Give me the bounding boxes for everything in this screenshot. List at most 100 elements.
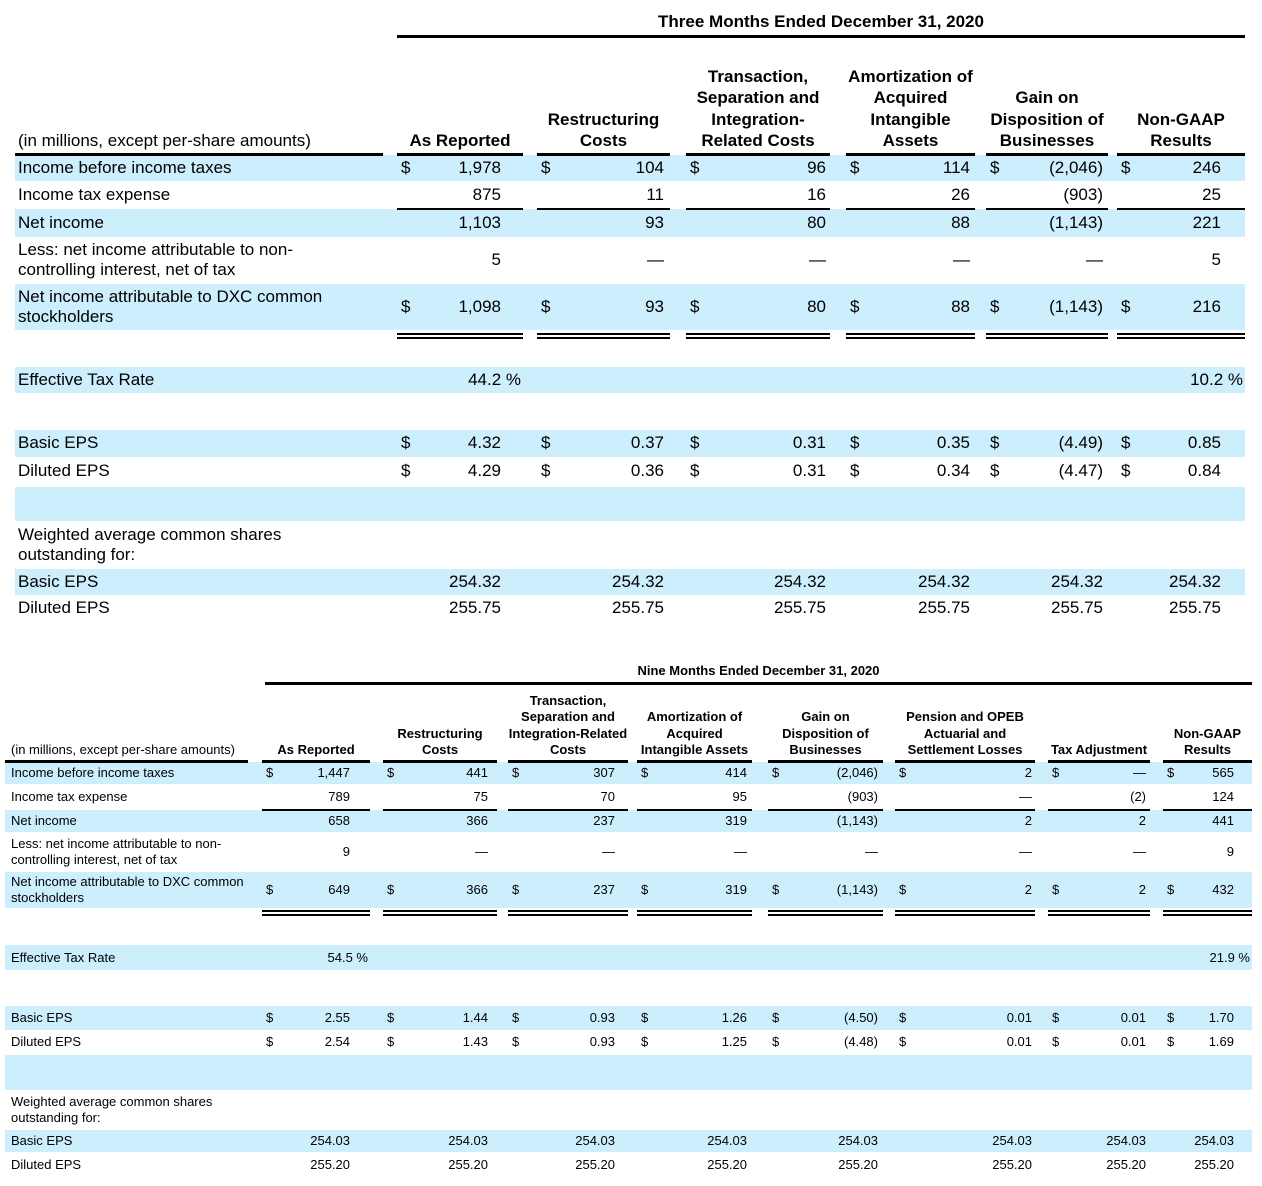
cell-value: 88	[951, 296, 970, 316]
cell-value: 4.32	[467, 433, 501, 453]
row-label: Basic EPS	[11, 1133, 73, 1149]
currency-sign: $	[266, 765, 274, 781]
cell-value: 254.32	[449, 571, 501, 591]
header-rule	[686, 153, 830, 156]
cell-value: 237	[593, 813, 615, 829]
title-rule	[397, 35, 1245, 38]
cell-value: 255.20	[310, 1157, 350, 1173]
header-rule	[383, 760, 497, 763]
currency-sign: $	[401, 157, 411, 177]
cell-value: 2.54	[324, 1034, 350, 1050]
currency-sign: $	[850, 460, 860, 480]
row-shade	[15, 367, 1245, 393]
cell-value: 54.5 %	[327, 949, 368, 965]
double-rule	[1048, 914, 1150, 916]
double-rule	[846, 337, 975, 339]
cell-value: —	[734, 844, 747, 860]
row-shade	[5, 1130, 1252, 1152]
cell-value: 789	[328, 788, 350, 804]
total-rule	[895, 809, 1035, 811]
double-rule	[768, 914, 883, 916]
currency-sign: $	[641, 1010, 649, 1026]
cell-value: 26	[951, 184, 970, 204]
cell-value: 2	[1138, 813, 1146, 829]
row-label: Income before income taxes	[18, 157, 232, 177]
currency-sign: $	[387, 1034, 395, 1050]
cell-value: 255.75	[774, 598, 826, 618]
currency-sign: $	[541, 296, 551, 316]
row-shade	[5, 872, 1252, 908]
row-label: Income tax expense	[11, 788, 128, 804]
cell-value: (2,046)	[1049, 157, 1103, 177]
cell-value: 1,447	[317, 765, 350, 781]
cell-value: 255.75	[612, 598, 664, 618]
double-rule	[895, 914, 1035, 916]
cell-value: 1.44	[462, 1010, 488, 1026]
column-header: Non-GAAP Results	[1137, 109, 1225, 150]
cell-value: 16	[807, 184, 826, 204]
blank-band	[5, 1055, 1252, 1090]
cell-value: —	[1019, 788, 1032, 804]
currency-sign: $	[387, 765, 395, 781]
double-rule	[1117, 333, 1245, 335]
double-rule	[508, 910, 628, 912]
currency-sign: $	[1167, 1034, 1175, 1050]
cell-value: (4.48)	[844, 1034, 878, 1050]
cell-value: 10.2 %	[1190, 369, 1243, 389]
double-rule	[397, 337, 523, 339]
cell-value: 0.37	[630, 433, 664, 453]
row-label: Net income attributable to DXC common st…	[18, 286, 323, 326]
cell-value: 1,103	[458, 212, 501, 232]
cell-value: 2.55	[324, 1010, 350, 1026]
cell-value: 80	[807, 296, 826, 316]
currency-sign: $	[772, 1010, 780, 1026]
cell-value: —	[865, 844, 878, 860]
total-rule	[397, 208, 523, 210]
header-rule	[637, 760, 752, 763]
double-rule	[986, 333, 1108, 335]
row-label: Net income	[18, 212, 104, 232]
total-rule	[262, 809, 370, 811]
row-label: Effective Tax Rate	[11, 949, 116, 965]
header-rule	[15, 153, 383, 156]
header-rule	[537, 153, 670, 156]
double-rule	[383, 914, 497, 916]
currency-sign: $	[1052, 882, 1060, 898]
cell-value: (1,143)	[1049, 296, 1103, 316]
table-title: Three Months Ended December 31, 2020	[658, 12, 984, 31]
total-rule	[846, 208, 975, 210]
currency-sign: $	[266, 882, 274, 898]
cell-value: (2)	[1130, 788, 1146, 804]
cell-value: 254.03	[1106, 1133, 1146, 1149]
column-header: Pension and OPEB Actuarial and Settlemen…	[906, 709, 1024, 757]
cell-value: 93	[645, 212, 664, 232]
cell-value: 254.03	[575, 1133, 615, 1149]
total-rule	[686, 208, 830, 210]
row-label: Effective Tax Rate	[18, 369, 155, 389]
column-header: As Reported	[409, 130, 511, 150]
row-label: Diluted EPS	[18, 460, 110, 480]
column-header: Transaction, Separation and Integration-…	[696, 67, 820, 150]
cell-value: 0.01	[1006, 1010, 1032, 1026]
cell-value: 0.34	[936, 460, 970, 480]
cell-value: 1.25	[721, 1034, 747, 1050]
total-rule	[1163, 809, 1252, 811]
cell-value: 0.01	[1006, 1034, 1032, 1050]
cell-value: 255.75	[449, 598, 501, 618]
header-rule	[846, 153, 975, 156]
double-rule	[1163, 910, 1252, 912]
cell-value: 319	[725, 882, 747, 898]
blank-band	[15, 487, 1245, 521]
currency-sign: $	[541, 433, 551, 453]
currency-sign: $	[990, 296, 1000, 316]
header-rule	[1117, 153, 1245, 156]
currency-sign: $	[387, 882, 395, 898]
cell-value: 2	[1138, 882, 1146, 898]
cell-value: 93	[645, 296, 664, 316]
currency-sign: $	[850, 157, 860, 177]
cell-value: 2	[1024, 882, 1032, 898]
cell-value: 432	[1212, 882, 1234, 898]
row-label: Net income attributable to DXC common st…	[11, 874, 244, 905]
row-shade	[15, 430, 1245, 457]
currency-sign: $	[690, 296, 700, 316]
